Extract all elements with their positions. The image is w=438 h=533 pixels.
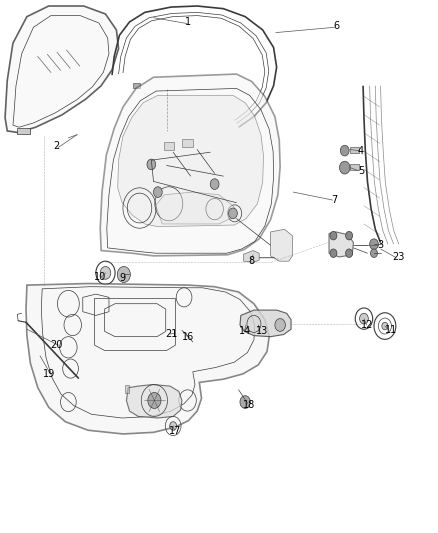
Circle shape <box>382 322 388 330</box>
Circle shape <box>153 187 162 197</box>
Circle shape <box>229 208 237 219</box>
Text: 7: 7 <box>332 195 338 205</box>
Text: 13: 13 <box>256 326 268 336</box>
Text: 6: 6 <box>334 21 340 31</box>
Polygon shape <box>118 95 264 227</box>
Text: 5: 5 <box>358 166 364 176</box>
Text: 21: 21 <box>165 329 177 339</box>
Circle shape <box>117 266 131 282</box>
Circle shape <box>275 319 286 332</box>
Circle shape <box>148 392 161 408</box>
Polygon shape <box>244 251 259 262</box>
Text: 1: 1 <box>185 17 191 27</box>
Polygon shape <box>26 284 269 434</box>
Circle shape <box>330 249 337 257</box>
Circle shape <box>240 395 251 408</box>
Polygon shape <box>133 83 140 88</box>
Circle shape <box>330 231 337 240</box>
Circle shape <box>360 313 368 324</box>
Polygon shape <box>125 384 130 393</box>
Text: 11: 11 <box>385 325 398 335</box>
Text: 2: 2 <box>53 141 60 151</box>
Circle shape <box>346 249 353 257</box>
Text: 9: 9 <box>119 273 125 283</box>
Polygon shape <box>182 139 193 147</box>
Text: 20: 20 <box>50 340 63 350</box>
Text: 3: 3 <box>378 240 384 250</box>
Text: 14: 14 <box>239 326 251 336</box>
Text: 16: 16 <box>182 332 194 342</box>
Polygon shape <box>240 310 291 337</box>
Circle shape <box>346 231 353 240</box>
Circle shape <box>370 239 378 249</box>
Text: 4: 4 <box>358 146 364 156</box>
Text: 8: 8 <box>249 256 255 266</box>
Polygon shape <box>5 6 119 133</box>
Circle shape <box>210 179 219 189</box>
Polygon shape <box>329 232 353 257</box>
Text: 18: 18 <box>243 400 255 410</box>
Polygon shape <box>164 142 174 150</box>
Text: 23: 23 <box>392 253 404 262</box>
Circle shape <box>340 146 349 156</box>
Polygon shape <box>350 148 359 153</box>
Text: 17: 17 <box>169 426 181 437</box>
Polygon shape <box>127 384 182 418</box>
Polygon shape <box>100 74 280 256</box>
Circle shape <box>170 422 177 430</box>
Polygon shape <box>17 128 30 134</box>
Polygon shape <box>155 192 234 224</box>
Polygon shape <box>271 229 292 261</box>
Circle shape <box>100 266 111 279</box>
Text: 19: 19 <box>42 369 55 379</box>
Circle shape <box>371 249 378 257</box>
Text: 12: 12 <box>361 320 374 330</box>
Circle shape <box>339 161 350 174</box>
Text: 10: 10 <box>94 272 106 281</box>
Circle shape <box>147 159 155 169</box>
Polygon shape <box>350 165 359 169</box>
